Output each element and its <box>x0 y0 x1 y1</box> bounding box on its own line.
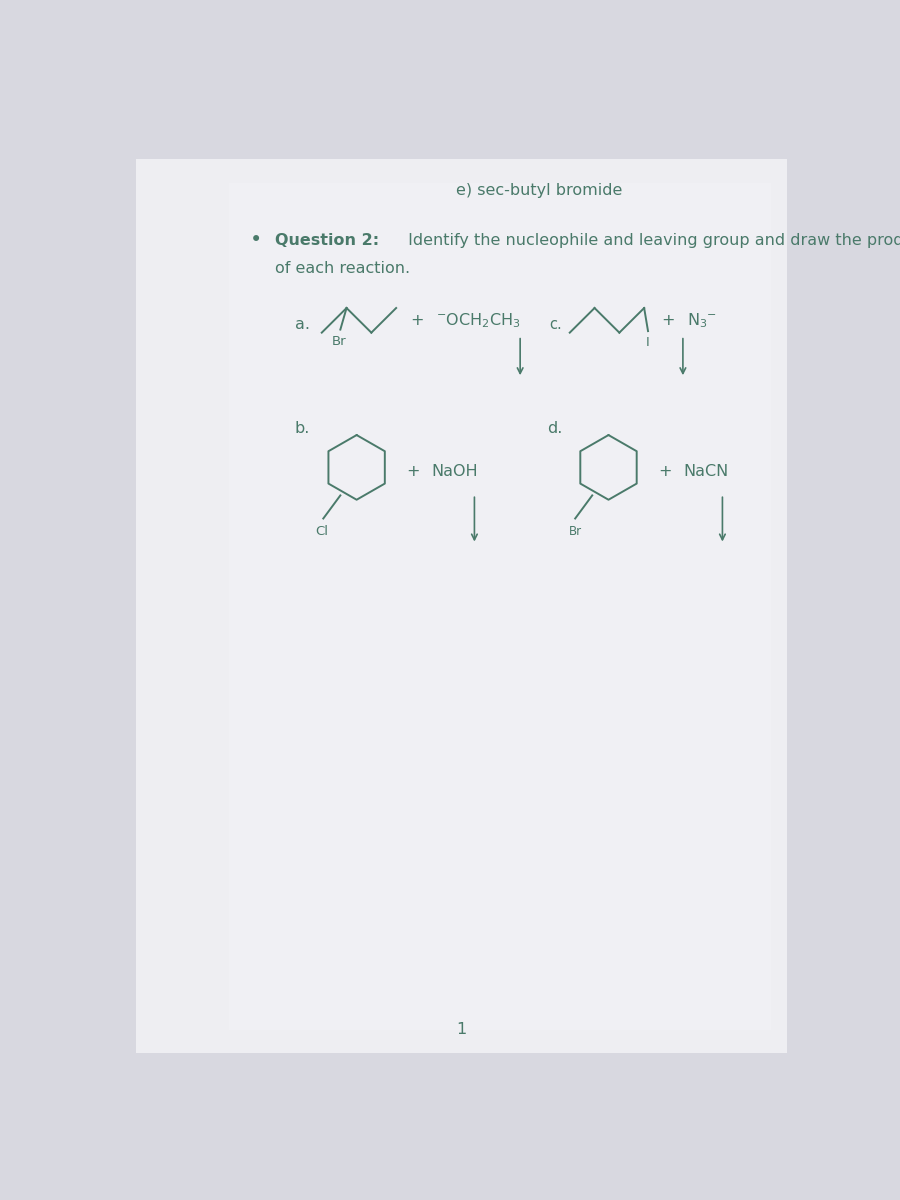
Text: 1: 1 <box>456 1022 466 1037</box>
Text: Br: Br <box>331 335 346 348</box>
Text: +: + <box>658 463 671 479</box>
Text: Identify the nucleophile and leaving group and draw the products: Identify the nucleophile and leaving gro… <box>403 233 900 247</box>
Text: d.: d. <box>546 421 562 437</box>
Text: •: • <box>250 230 262 251</box>
Text: +: + <box>410 313 424 328</box>
Text: Cl: Cl <box>315 524 328 538</box>
Text: NaCN: NaCN <box>684 463 729 479</box>
Text: +: + <box>406 463 419 479</box>
Text: e) sec-butyl bromide: e) sec-butyl bromide <box>455 182 622 198</box>
Text: Question 2:: Question 2: <box>275 233 380 247</box>
Text: I: I <box>646 336 650 349</box>
Text: a.: a. <box>295 318 310 332</box>
Text: Br: Br <box>569 524 581 538</box>
Text: $^{-}$OCH$_{2}$CH$_{3}$: $^{-}$OCH$_{2}$CH$_{3}$ <box>436 311 521 330</box>
Text: N$_{3}$$^{-}$: N$_{3}$$^{-}$ <box>687 311 716 330</box>
Text: of each reaction.: of each reaction. <box>275 262 410 276</box>
Text: c.: c. <box>549 318 562 332</box>
Text: NaOH: NaOH <box>432 463 479 479</box>
Bar <box>229 182 771 1030</box>
Text: +: + <box>662 313 675 328</box>
Text: b.: b. <box>295 421 310 437</box>
